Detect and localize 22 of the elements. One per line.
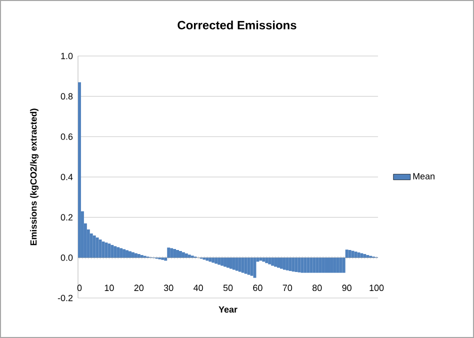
x-tick-label: 80 [312,284,322,292]
y-tick-label: 0.4 [60,174,73,180]
y-tick-label: 1.0 [61,52,73,60]
x-tick-label: 0 [77,284,82,292]
x-tick-label: 50 [223,284,233,292]
x-tick-label: 10 [104,284,114,292]
y-tick-label: 0.2 [60,214,73,221]
x-tick-label: 40 [194,284,203,292]
legend-label: Mean [413,173,434,180]
y-tick-label: 0.6 [60,133,73,140]
x-tick-label: 20 [134,284,144,292]
chart-title: Corrected Emissions [178,20,296,30]
y-tick-label: 0.0 [60,254,73,261]
x-tick-label: 90 [342,284,352,292]
y-axis-title: Emissions (kgCO2/kg extracted) [30,108,38,246]
y-tick-label: 0.8 [60,93,73,100]
x-axis-title: Year [218,306,238,313]
x-tick-label: 60 [253,284,262,292]
x-tick-label: 70 [282,284,292,292]
x-tick-label: 30 [164,284,174,292]
y-tick-label: -0.2 [58,294,73,302]
x-tick-label: 100 [370,284,384,292]
